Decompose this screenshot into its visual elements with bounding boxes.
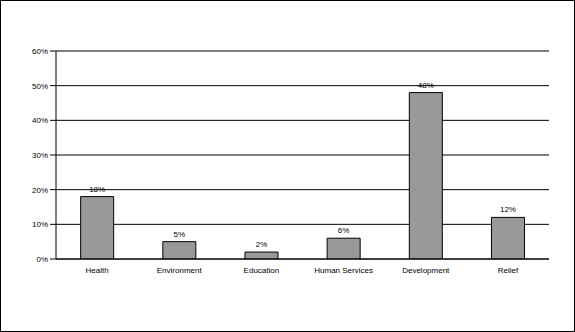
svg-text:Education: Education: [244, 266, 280, 275]
svg-text:Relief: Relief: [498, 266, 519, 275]
svg-text:12%: 12%: [500, 205, 516, 214]
svg-text:30%: 30%: [32, 151, 48, 160]
svg-text:2%: 2%: [256, 240, 268, 249]
svg-text:18%: 18%: [89, 185, 105, 194]
svg-text:48%: 48%: [418, 81, 434, 90]
svg-text:Human Services: Human Services: [314, 266, 373, 275]
svg-text:60%: 60%: [32, 47, 48, 56]
svg-text:Environment: Environment: [157, 266, 203, 275]
svg-text:5%: 5%: [174, 230, 186, 239]
svg-text:50%: 50%: [32, 82, 48, 91]
svg-text:20%: 20%: [32, 186, 48, 195]
svg-text:10%: 10%: [32, 220, 48, 229]
svg-text:Development: Development: [402, 266, 450, 275]
svg-text:Health: Health: [86, 266, 109, 275]
svg-text:40%: 40%: [32, 116, 48, 125]
svg-text:0%: 0%: [36, 255, 48, 264]
svg-text:6%: 6%: [338, 226, 350, 235]
